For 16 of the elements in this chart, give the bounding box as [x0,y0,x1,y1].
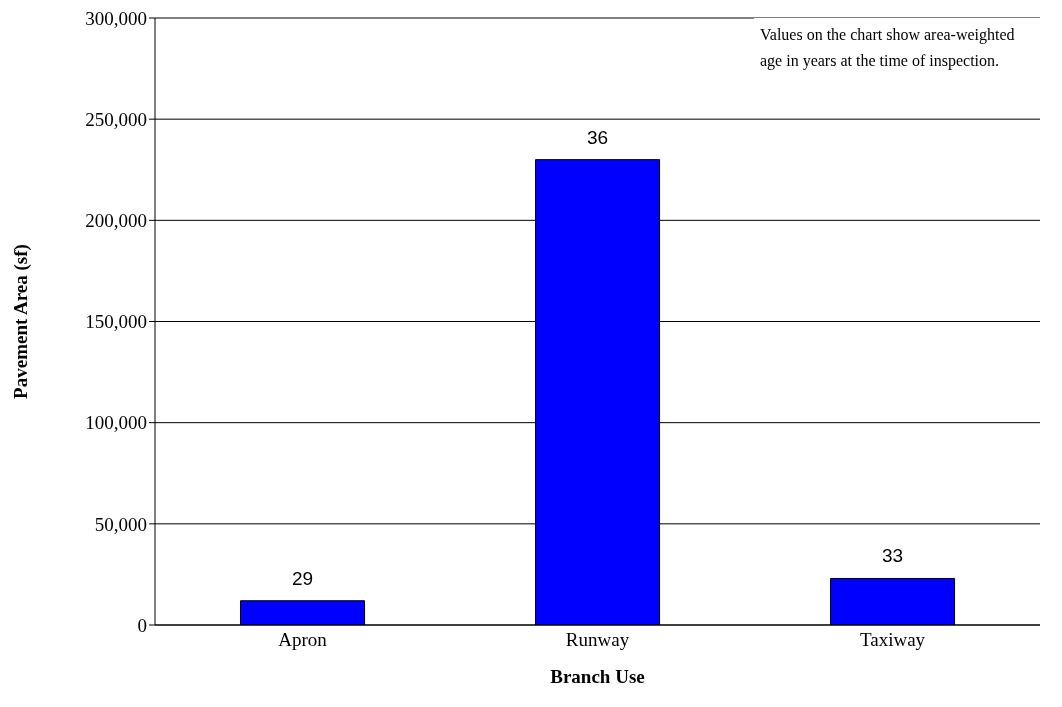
x-tick-label: Taxiway [859,629,926,651]
y-tick-label: 150,000 [85,311,147,333]
y-tick-label: 300,000 [85,7,147,29]
annotation: 33 [881,545,904,567]
annotation: Values on the chart show area-weighted age in years at the time of inspection. [754,18,1042,78]
y-tick-label: 50,000 [94,513,147,535]
y-tick-label: 200,000 [85,210,147,232]
y-tick-label: 0 [137,614,147,636]
annotation: 36 [586,126,609,148]
x-tick-label: Runway [565,629,630,651]
y-axis-title: Pavement Area (sf) [9,244,32,399]
y-tick-label: 100,000 [85,412,147,434]
annotation: 29 [291,567,314,589]
x-axis-title: Branch Use [550,666,645,687]
x-tick-label: Apron [278,629,328,651]
y-tick-label: 250,000 [85,108,147,130]
